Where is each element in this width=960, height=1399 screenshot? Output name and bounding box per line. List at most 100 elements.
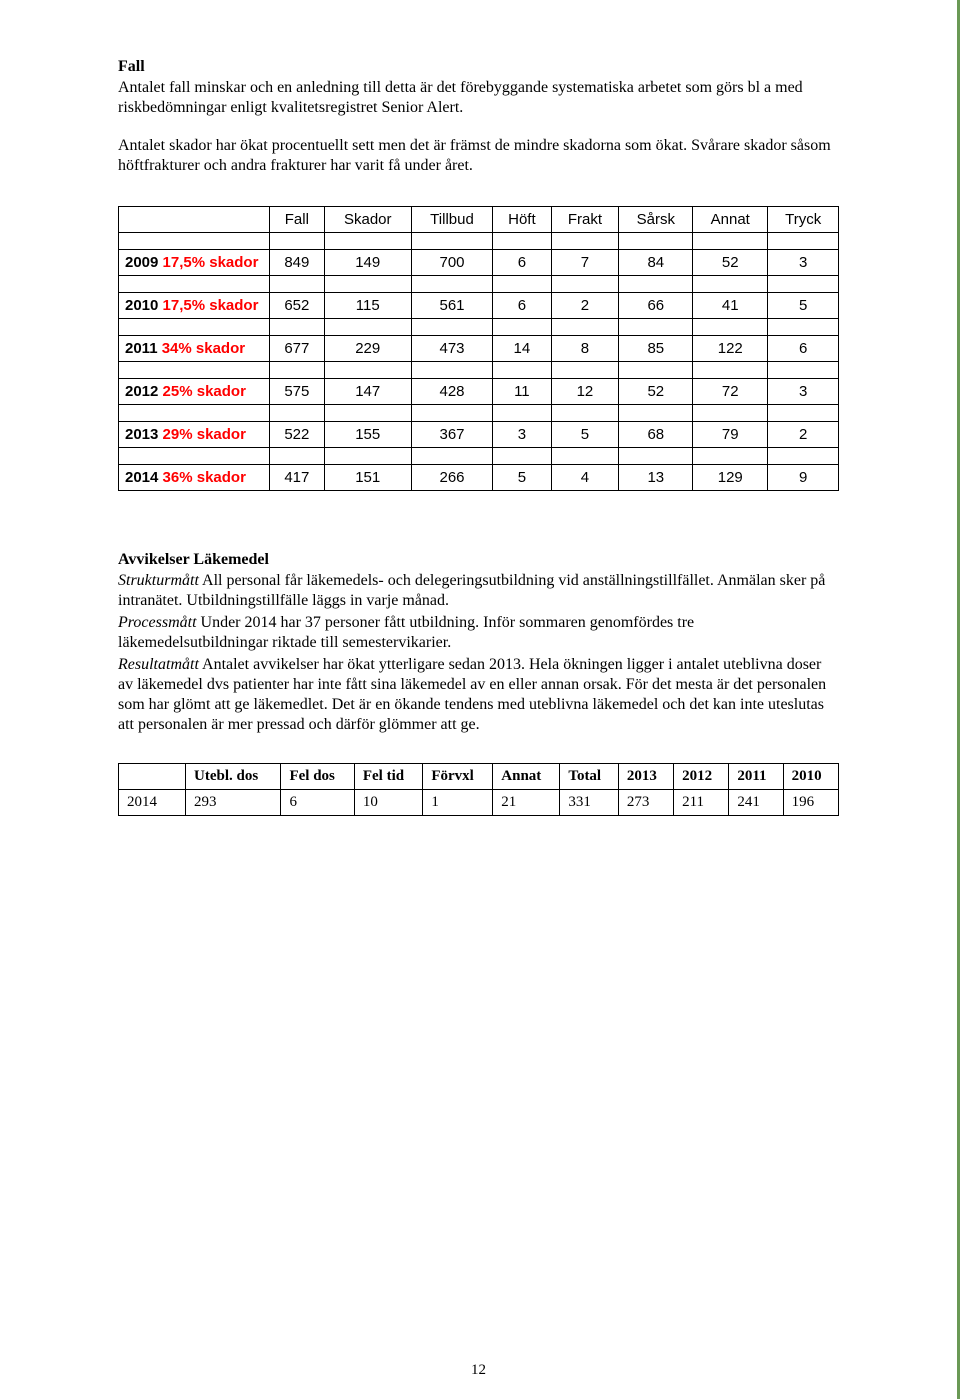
col-header: Tillbud bbox=[411, 207, 492, 233]
cell: 561 bbox=[411, 293, 492, 319]
table-row: 2013 29% skador5221553673568792 bbox=[119, 422, 839, 448]
cell: 196 bbox=[783, 790, 838, 816]
cell: 211 bbox=[674, 790, 729, 816]
paragraph: Antalet fall minskar och en anledning ti… bbox=[118, 78, 839, 118]
cell: 8 bbox=[551, 336, 619, 362]
row-label: 2014 bbox=[119, 790, 186, 816]
cell: 293 bbox=[186, 790, 281, 816]
cell: 151 bbox=[324, 465, 411, 491]
cell: 522 bbox=[270, 422, 325, 448]
cell: 3 bbox=[493, 422, 551, 448]
cell: 149 bbox=[324, 250, 411, 276]
cell: 79 bbox=[693, 422, 768, 448]
body-text: Strukturmått All personal får läkemedels… bbox=[118, 571, 839, 735]
row-label: 2012 25% skador bbox=[119, 379, 270, 405]
cell: 5 bbox=[551, 422, 619, 448]
cell: 677 bbox=[270, 336, 325, 362]
cell: 3 bbox=[768, 379, 839, 405]
col-header: Fall bbox=[270, 207, 325, 233]
paragraph: Antalet skador har ökat procentuellt set… bbox=[118, 136, 839, 176]
cell: 6 bbox=[493, 250, 551, 276]
col-header: Tryck bbox=[768, 207, 839, 233]
col-header: Skador bbox=[324, 207, 411, 233]
cell: 5 bbox=[493, 465, 551, 491]
cell: 155 bbox=[324, 422, 411, 448]
table-row: 2010 17,5% skador6521155616266415 bbox=[119, 293, 839, 319]
cell: 122 bbox=[693, 336, 768, 362]
cell: 273 bbox=[618, 790, 673, 816]
col-header: 2013 bbox=[618, 764, 673, 790]
col-header: Fel dos bbox=[281, 764, 354, 790]
col-header: 2011 bbox=[729, 764, 783, 790]
col-header: Annat bbox=[693, 207, 768, 233]
col-header: Förvxl bbox=[423, 764, 493, 790]
cell: 14 bbox=[493, 336, 551, 362]
cell: 68 bbox=[619, 422, 693, 448]
col-header: Total bbox=[560, 764, 619, 790]
cell: 575 bbox=[270, 379, 325, 405]
cell: 2 bbox=[768, 422, 839, 448]
cell: 2 bbox=[551, 293, 619, 319]
cell: 7 bbox=[551, 250, 619, 276]
cell: 84 bbox=[619, 250, 693, 276]
cell: 417 bbox=[270, 465, 325, 491]
cell: 10 bbox=[354, 790, 422, 816]
text: Under 2014 har 37 personer fått utbildni… bbox=[118, 614, 694, 651]
text: All personal får läkemedels- och deleger… bbox=[118, 572, 825, 609]
cell: 85 bbox=[619, 336, 693, 362]
cell: 12 bbox=[551, 379, 619, 405]
cell: 3 bbox=[768, 250, 839, 276]
row-label: 2010 17,5% skador bbox=[119, 293, 270, 319]
cell: 72 bbox=[693, 379, 768, 405]
page-number: 12 bbox=[0, 1362, 957, 1379]
table-row: 2012 25% skador575147428111252723 bbox=[119, 379, 839, 405]
text: Antalet avvikelser har ökat ytterligare … bbox=[118, 656, 826, 733]
cell: 13 bbox=[619, 465, 693, 491]
cell: 21 bbox=[493, 790, 560, 816]
fall-table: Fall Skador Tillbud Höft Frakt Sårsk Ann… bbox=[118, 206, 839, 491]
cell: 652 bbox=[270, 293, 325, 319]
cell: 1 bbox=[423, 790, 493, 816]
cell: 700 bbox=[411, 250, 492, 276]
section-heading-avvikelser: Avvikelser Läkemedel bbox=[118, 551, 839, 569]
label-processmatt: Processmått bbox=[118, 614, 197, 631]
row-label: 2009 17,5% skador bbox=[119, 250, 270, 276]
cell: 41 bbox=[693, 293, 768, 319]
table-row: 2009 17,5% skador8491497006784523 bbox=[119, 250, 839, 276]
table-row: 2014 36% skador41715126654131299 bbox=[119, 465, 839, 491]
col-header: Sårsk bbox=[619, 207, 693, 233]
cell: 428 bbox=[411, 379, 492, 405]
cell: 9 bbox=[768, 465, 839, 491]
col-header: Höft bbox=[493, 207, 551, 233]
col-header: Frakt bbox=[551, 207, 619, 233]
cell: 849 bbox=[270, 250, 325, 276]
row-label: 2011 34% skador bbox=[119, 336, 270, 362]
label-strukturmatt: Strukturmått bbox=[118, 572, 199, 589]
row-label: 2014 36% skador bbox=[119, 465, 270, 491]
col-header: Utebl. dos bbox=[186, 764, 281, 790]
cell: 6 bbox=[768, 336, 839, 362]
section-heading-fall: Fall bbox=[118, 58, 839, 76]
cell: 367 bbox=[411, 422, 492, 448]
cell: 66 bbox=[619, 293, 693, 319]
col-header: Fel tid bbox=[354, 764, 422, 790]
cell: 11 bbox=[493, 379, 551, 405]
cell: 473 bbox=[411, 336, 492, 362]
cell: 115 bbox=[324, 293, 411, 319]
cell: 52 bbox=[693, 250, 768, 276]
cell: 241 bbox=[729, 790, 783, 816]
cell: 229 bbox=[324, 336, 411, 362]
cell: 129 bbox=[693, 465, 768, 491]
cell: 5 bbox=[768, 293, 839, 319]
lakemedel-table: Utebl. dos Fel dos Fel tid Förvxl Annat … bbox=[118, 763, 839, 816]
cell: 6 bbox=[493, 293, 551, 319]
cell: 147 bbox=[324, 379, 411, 405]
label-resultatmatt: Resultatmått bbox=[118, 656, 199, 673]
cell: 4 bbox=[551, 465, 619, 491]
cell: 52 bbox=[619, 379, 693, 405]
table-row: 2014 293 6 10 1 21 331 273 211 241 196 bbox=[119, 790, 839, 816]
table-row: 2011 34% skador677229473148851226 bbox=[119, 336, 839, 362]
cell: 6 bbox=[281, 790, 354, 816]
cell: 331 bbox=[560, 790, 619, 816]
row-label: 2013 29% skador bbox=[119, 422, 270, 448]
